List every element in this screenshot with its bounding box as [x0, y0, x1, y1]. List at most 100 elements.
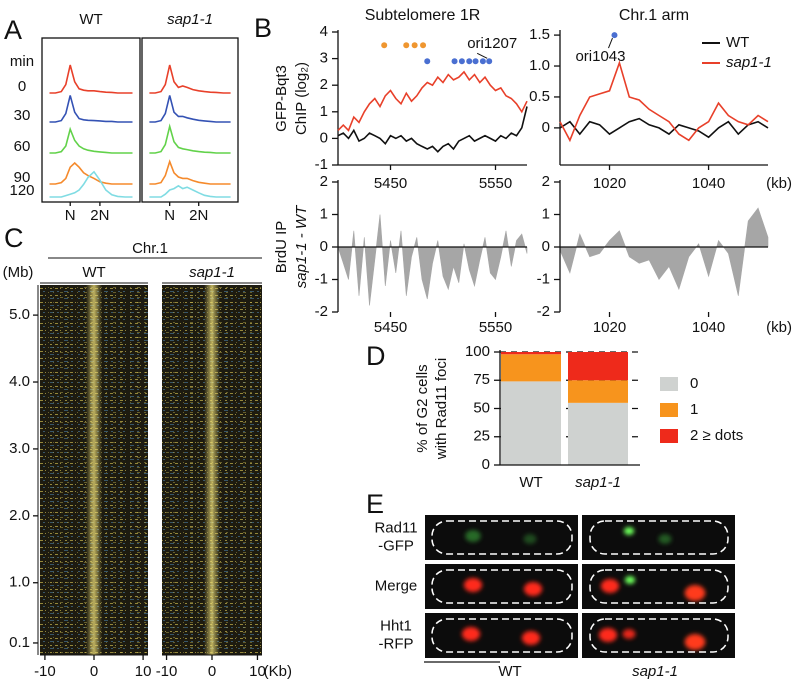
row-label: 0	[18, 78, 26, 95]
y-tick-label: 2.0	[9, 507, 30, 524]
column-label: sap1-1	[632, 663, 678, 680]
row-label: Merge	[375, 577, 418, 594]
row-label: -RFP	[379, 635, 414, 652]
origin-dot	[411, 42, 418, 49]
cell-outline	[589, 618, 729, 653]
area	[337, 214, 528, 306]
y-tick-label: 1	[542, 205, 550, 222]
fluorescent-spot	[684, 585, 706, 601]
bar-segment	[501, 352, 561, 355]
origin-dot	[486, 58, 493, 65]
y-tick-label: 2	[320, 173, 328, 190]
row-label: 120	[9, 182, 34, 199]
micrograph	[425, 515, 578, 560]
y-tick-label: 1.5	[529, 26, 550, 43]
x-tick-label: 1040	[692, 319, 725, 336]
y-tick-label: -1	[537, 270, 550, 287]
x-tick-label: N	[65, 207, 76, 224]
profile-line	[49, 64, 133, 94]
area	[559, 207, 769, 296]
cell-outline	[431, 520, 573, 555]
origin-dot	[420, 42, 427, 49]
bar-segment	[568, 352, 628, 381]
x-tick-label: 2N	[189, 207, 208, 224]
series-line	[337, 106, 528, 153]
fluorescent-spot	[523, 534, 537, 544]
profile-line	[49, 95, 133, 123]
row-label: -GFP	[378, 537, 414, 554]
x-tick-label: 1020	[593, 175, 626, 192]
profile-line	[49, 161, 133, 185]
annotation-leader	[476, 52, 488, 59]
panel-letter: A	[4, 15, 22, 45]
profile-line	[149, 159, 231, 185]
legend-swatch	[660, 377, 678, 391]
bar-segment	[568, 402, 628, 465]
bar-segment	[501, 354, 561, 382]
x-tick-label: N	[164, 207, 175, 224]
y-axis-label: sap1-1 - WT	[293, 204, 310, 288]
legend-swatch	[660, 403, 678, 417]
x-unit: (kb)	[766, 319, 792, 336]
y-tick-label: 0	[320, 238, 328, 255]
y-tick-label: 4.0	[9, 373, 30, 390]
y-tick-label: 100	[465, 343, 490, 360]
y-axis-label: with Rad11 foci	[433, 358, 450, 460]
micrograph	[425, 564, 578, 609]
cell-outline	[431, 618, 573, 653]
cell-outline	[431, 569, 573, 604]
y-tick-label: 1	[320, 205, 328, 222]
profile-frame	[41, 37, 141, 203]
column-label: sap1-1	[167, 11, 213, 28]
origin-dot	[472, 58, 479, 65]
fluorescent-spot	[521, 631, 541, 645]
column-label: sap1-1	[189, 264, 235, 281]
y-axis-label: % of G2 cells	[414, 364, 431, 452]
row-label: 30	[14, 107, 31, 124]
origin-dot	[403, 42, 410, 49]
profile-line	[149, 184, 231, 198]
bar-segment	[568, 380, 628, 403]
cell-outline	[589, 569, 729, 604]
legend-label: 0	[690, 375, 698, 392]
series-line	[559, 60, 769, 143]
legend-swatch	[660, 429, 678, 443]
x-tick-label: 0	[208, 663, 216, 680]
fluorescent-spot	[624, 576, 636, 584]
y-tick-label: -1	[315, 156, 328, 173]
origin-dot	[611, 32, 618, 39]
fluorescent-spot	[523, 582, 543, 596]
y-axis-label: ChIP (log₂)	[293, 62, 310, 135]
y-tick-label: 0.1	[9, 634, 30, 651]
chart-title: Subtelomere 1R	[365, 7, 481, 24]
legend-label: WT	[726, 34, 749, 51]
micrograph	[425, 613, 578, 658]
fluorescent-spot	[684, 634, 706, 650]
y-tick-label: 1	[320, 103, 328, 120]
row-label: Hht1	[380, 617, 412, 634]
y-tick-label: 75	[473, 371, 490, 388]
fluorescent-spot	[600, 579, 620, 593]
annotation-leader	[608, 37, 613, 49]
fluorescent-spot	[622, 629, 636, 639]
y-axis-label: min	[10, 53, 34, 70]
y-tick-label: 2	[320, 76, 328, 93]
heatmap-stripe	[204, 285, 220, 655]
x-tick-label: 2N	[90, 207, 109, 224]
x-tick-label: 5450	[374, 175, 407, 192]
profile-line	[49, 126, 133, 154]
fluorescent-spot	[658, 534, 672, 544]
fluorescent-spot	[463, 578, 483, 592]
row-label: Rad11	[374, 519, 417, 536]
origin-dot	[451, 58, 458, 65]
column-label: WT	[79, 11, 102, 28]
panel-letter: E	[366, 489, 384, 519]
chart-title: Chr.1 arm	[619, 7, 689, 24]
fluorescent-spot	[623, 527, 635, 535]
heatmap-stripe	[86, 285, 102, 655]
micrograph	[582, 515, 735, 560]
x-tick-label: 1020	[593, 319, 626, 336]
y-tick-label: 3.0	[9, 440, 30, 457]
column-label: WT	[82, 264, 105, 281]
y-tick-label: -1	[315, 270, 328, 287]
